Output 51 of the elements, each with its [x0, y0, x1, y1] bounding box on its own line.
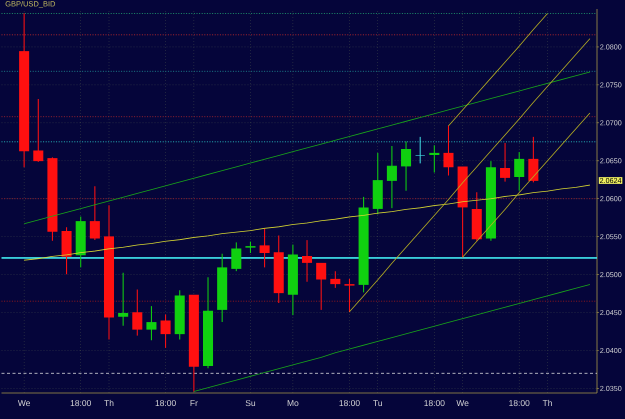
candlestick	[19, 13, 30, 168]
candlestick	[174, 290, 185, 340]
candlestick	[500, 142, 510, 182]
candlestick	[274, 236, 284, 304]
candlestick	[344, 278, 354, 312]
candlestick	[486, 161, 496, 241]
candlestick	[472, 192, 482, 241]
candlestick	[104, 205, 114, 340]
candlestick	[386, 146, 397, 208]
candlestick	[62, 227, 72, 274]
candlestick	[160, 314, 171, 348]
candlestick	[118, 272, 128, 326]
x-tick-label: We	[18, 400, 30, 406]
candlestick	[188, 294, 199, 392]
x-tick-label: 18:00	[509, 400, 530, 406]
x-tick-label: 18:00	[156, 400, 176, 406]
line-series	[24, 184, 590, 261]
x-tick-label: Th	[542, 400, 552, 406]
x-tick-label: 18:00	[70, 400, 91, 406]
candlestick	[458, 166, 468, 258]
candlestick	[372, 152, 383, 214]
candlestick	[415, 136, 426, 164]
x-tick-label: Fr	[190, 400, 198, 406]
candlestick	[76, 216, 86, 268]
candlestick	[245, 242, 256, 253]
candlestick	[316, 262, 326, 310]
x-tick-label: Th	[104, 400, 114, 406]
x-tick-label: Su	[246, 400, 256, 406]
x-tick-label: 18:00	[340, 400, 360, 406]
candlestick	[260, 228, 270, 268]
candlestick	[302, 240, 312, 282]
candlestick	[146, 306, 156, 340]
candlestick	[358, 196, 369, 292]
candlestick	[443, 126, 454, 176]
candlestick	[33, 98, 44, 162]
candlestick	[288, 244, 298, 316]
candlestick	[401, 141, 412, 191]
x-tick-label: Mo	[288, 400, 298, 406]
candlestick	[429, 145, 440, 173]
candlestick	[47, 157, 58, 241]
x-tick-label: 18:00	[424, 400, 445, 406]
x-tick-label: Tu	[373, 400, 382, 406]
candlestick	[203, 277, 214, 368]
candlestick	[514, 152, 524, 191]
x-tick-label: We	[456, 400, 469, 406]
candlestick	[132, 289, 142, 336]
candlestick	[217, 254, 228, 322]
candlestick	[90, 186, 100, 240]
candlestick	[330, 271, 340, 288]
candlestick	[231, 242, 242, 272]
candlestick	[528, 136, 538, 182]
